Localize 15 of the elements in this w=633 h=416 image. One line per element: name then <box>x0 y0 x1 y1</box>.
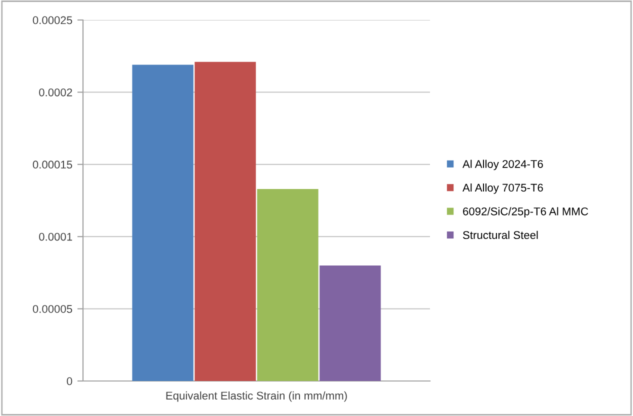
x-axis-title: Equivalent Elastic Strain (in mm/mm) <box>166 391 347 402</box>
bar <box>194 62 256 381</box>
legend-label: Structural Steel <box>463 230 538 240</box>
legend-label: Al Alloy 7075-T6 <box>462 183 543 194</box>
legend-label: 6092/SiC/25p-T6 Al MMC <box>463 207 588 218</box>
y-tick-label: 0.0001 <box>39 232 72 241</box>
y-tick-label: 0.00015 <box>32 160 72 169</box>
bar <box>257 188 318 381</box>
legend-label: Al Alloy 2024-T6 <box>462 160 543 170</box>
y-tick-label: 0.00005 <box>32 305 72 313</box>
bar <box>320 265 381 381</box>
y-tick-label: 0.0002 <box>39 88 72 96</box>
y-tick-label: 0.00025 <box>32 16 72 24</box>
y-tick-label: 0 <box>66 377 72 386</box>
bar <box>132 64 194 381</box>
